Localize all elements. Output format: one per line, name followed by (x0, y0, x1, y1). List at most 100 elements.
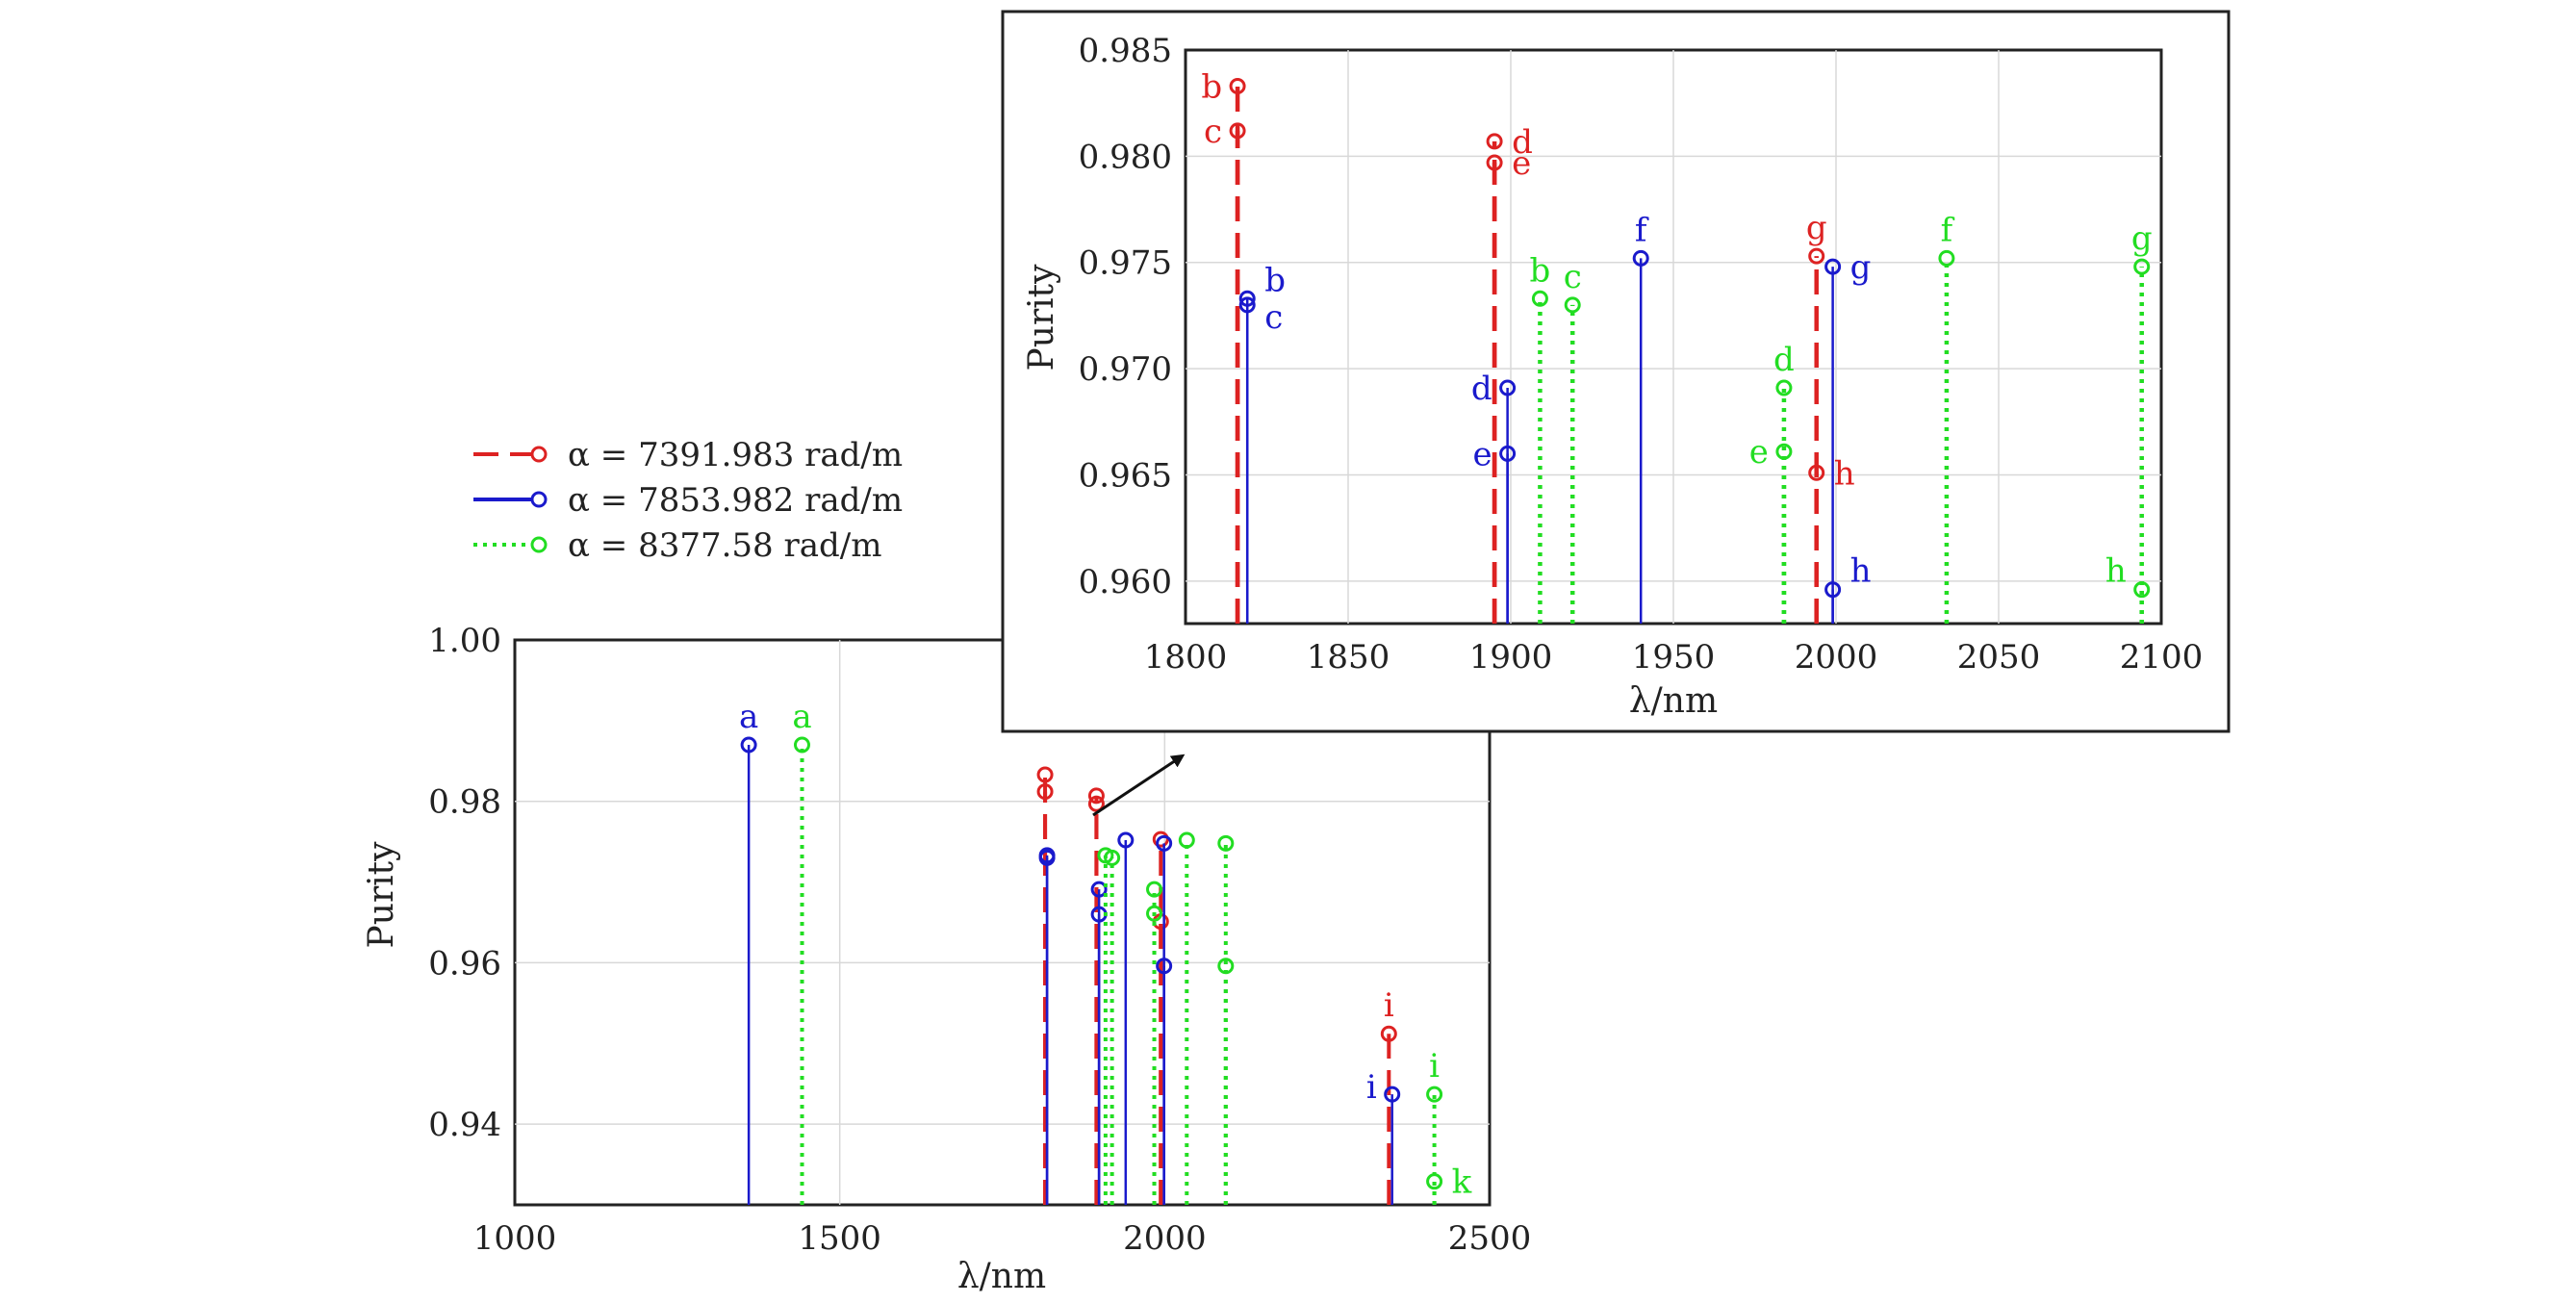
point-label: d (1471, 370, 1492, 408)
stem-marker (1217, 834, 1235, 852)
point-label: b (1264, 261, 1286, 299)
stem-marker (2133, 581, 2151, 599)
point-label: e (1512, 144, 1531, 183)
point-label: k (1452, 1163, 1472, 1202)
main-stems: i a i a i k (739, 698, 1472, 1205)
x-tick-label: 2000 (1123, 1219, 1207, 1258)
stem-marker (1775, 443, 1793, 460)
x-tick-label: 2500 (1448, 1219, 1532, 1258)
zoom-arrow (1092, 754, 1186, 817)
legend-entry-solid: α = 7853.982 rad/m (473, 481, 903, 520)
point-label: b (1530, 251, 1551, 290)
y-tick-label: 0.980 (1079, 138, 1172, 176)
stem-marker (1824, 581, 1842, 599)
stem-marker (1564, 296, 1581, 314)
y-tick-label: 0.960 (1079, 563, 1172, 601)
y-tick-label: 0.985 (1079, 32, 1172, 70)
stem-marker (1531, 290, 1548, 307)
stem-marker (1775, 379, 1793, 396)
stem-marker (1426, 1173, 1443, 1190)
stem-marker (1499, 445, 1517, 462)
main-y-axis-title: Purity (362, 841, 401, 949)
y-tick-label: 0.970 (1079, 350, 1172, 389)
stem-marker (1036, 766, 1054, 783)
stem-marker (1090, 881, 1108, 898)
stem-marker (1038, 849, 1056, 866)
point-label: h (1850, 552, 1872, 591)
point-label: g (1850, 248, 1872, 287)
inset-grid (1186, 50, 2161, 624)
point-label: g (2131, 219, 2153, 258)
x-tick-label: 1850 (1307, 638, 1390, 677)
stem-marker (1380, 1025, 1397, 1042)
inset-x-ticks: 1800 1850 1900 1950 2000 2050 2100 (1144, 638, 2204, 677)
stem-marker (1117, 831, 1135, 849)
y-tick-label: 0.975 (1079, 244, 1172, 283)
point-label: e (1472, 435, 1492, 473)
stem-marker (1238, 296, 1256, 314)
y-tick-label: 0.98 (428, 783, 501, 822)
stem-marker (1384, 1086, 1401, 1103)
x-tick-label: 1500 (798, 1219, 881, 1258)
point-label: i (1384, 986, 1394, 1025)
stem-marker (740, 736, 757, 754)
legend-entry-dashed: α = 7391.983 rad/m (473, 436, 903, 474)
stem-marker (1036, 783, 1054, 801)
y-tick-label: 0.96 (428, 944, 501, 983)
point-label: e (1749, 433, 1769, 472)
stem-marker (1146, 881, 1163, 898)
x-tick-label: 1950 (1632, 638, 1716, 677)
stem-marker (1499, 379, 1517, 396)
inset-y-ticks: 0.960 0.965 0.970 0.975 0.980 0.985 (1079, 32, 1172, 601)
stem-marker (1229, 78, 1246, 95)
main-plot-area (513, 638, 1492, 1207)
y-tick-label: 0.94 (428, 1106, 501, 1144)
stem-marker (1156, 958, 1173, 975)
y-tick-label: 1.00 (428, 622, 501, 660)
stem-marker (1486, 133, 1503, 150)
stem-marker (1938, 249, 1955, 267)
stem-marker (1104, 849, 1121, 866)
stem-marker (1632, 249, 1649, 267)
stem-marker (793, 736, 810, 754)
point-label: d (1512, 123, 1533, 162)
stem-marker (2133, 258, 2151, 275)
point-label: d (1773, 341, 1795, 379)
stem-marker (1486, 154, 1503, 171)
stem-marker (1824, 258, 1842, 275)
stem-marker (1808, 464, 1825, 481)
stem-marker (1178, 831, 1195, 849)
legend: α = 7391.983 rad/m α = 7853.982 rad/m α … (473, 436, 903, 565)
stem-marker (1156, 834, 1173, 852)
point-label: f (1635, 211, 1649, 249)
legend-label-2: α = 8377.58 rad/m (568, 526, 881, 565)
x-tick-label: 1800 (1144, 638, 1228, 677)
main-chart: i a i a i k 1000 1500 2000 2500 0.94 0.96 0.98 1.00… (362, 622, 1531, 1296)
point-label: c (1204, 113, 1222, 151)
stem-marker (1426, 1086, 1443, 1103)
point-label: c (1264, 298, 1283, 337)
point-label: g (1806, 209, 1827, 247)
x-tick-label: 1900 (1469, 638, 1553, 677)
legend-entry-dotted: α = 8377.58 rad/m (473, 526, 881, 565)
point-label: i (1366, 1068, 1377, 1107)
main-x-axis-title: λ/nm (957, 1257, 1046, 1296)
stem-marker (1087, 795, 1105, 812)
inset-y-axis-title: Purity (1022, 264, 1061, 371)
y-tick-label: 0.965 (1079, 456, 1172, 495)
inset-x-axis-title: λ/nm (1629, 681, 1718, 721)
legend-label-1: α = 7853.982 rad/m (568, 481, 903, 520)
point-label: f (1941, 211, 1955, 249)
x-tick-label: 2100 (2120, 638, 2204, 677)
stem-marker (1087, 787, 1105, 805)
main-x-ticks: 1000 1500 2000 2500 (473, 1219, 1532, 1258)
point-label: h (1834, 454, 1855, 493)
stem-marker (1217, 958, 1235, 975)
point-label: h (2105, 552, 2127, 591)
point-label: a (739, 698, 758, 736)
point-label: i (1429, 1047, 1440, 1086)
stem-marker (1808, 247, 1825, 265)
point-label: a (792, 698, 811, 736)
